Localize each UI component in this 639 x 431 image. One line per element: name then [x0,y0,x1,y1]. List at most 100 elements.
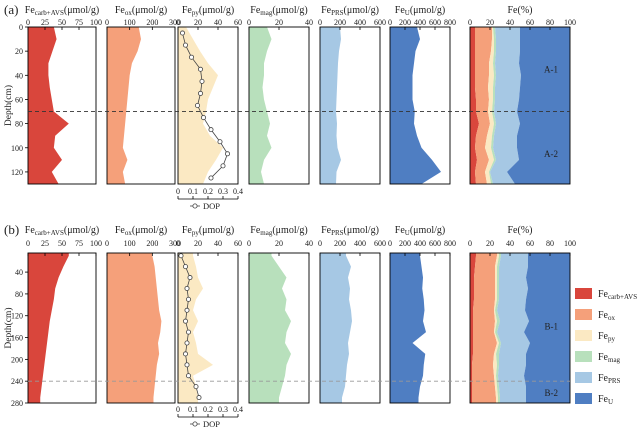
x-tick-label: 400 [354,18,366,27]
y-tick-label: 60 [15,95,23,104]
zone-label: B-1 [545,322,559,332]
dop-tick-label: 0.3 [218,187,228,196]
dop-point [187,275,193,281]
subplot-frame [106,252,176,404]
x-tick-label: 400 [414,18,426,27]
legend-label-mag: Femag [598,352,621,364]
area-fe-carb [28,27,69,184]
x-tick-label: 200 [146,18,158,27]
dop-tick-label: 0 [176,405,180,414]
x-tick-label: 60 [526,18,534,27]
dop-point [182,264,188,270]
y-tick-label: 280 [11,399,23,408]
x-tick-label: 25 [41,18,49,27]
x-tick-label: 0 [468,239,472,248]
zone-label: A-2 [544,149,558,159]
x-tick-label: 40 [506,239,514,248]
x-tick-label: 200 [334,18,346,27]
x-tick-label: 20 [275,18,283,27]
x-tick-label: 400 [354,239,366,248]
legend-label-u: FeU [598,394,613,406]
x-tick-label: 40 [305,239,313,248]
y-tick-label: 80 [15,290,23,299]
y-axis-label: Depth(cm) [3,307,14,348]
y-tick-label: 120 [11,168,23,177]
legend-swatch-carb+avs [575,288,592,299]
x-tick-label: 20 [275,239,283,248]
x-tick-label: 100 [90,18,102,27]
y-tick-label: 200 [11,355,23,364]
x-tick-label: 40 [214,239,222,248]
x-tick-label: 0 [105,18,109,27]
x-tick-label: 100 [90,239,102,248]
x-tick-label: 80 [546,239,554,248]
subplot-title-ox: Feox(μmol/g) [115,5,167,17]
y-tick-label: 40 [15,71,23,80]
x-tick-label: 300 [169,239,181,248]
dop-point [194,103,200,109]
x-tick-label: 600 [429,239,441,248]
legend-swatch-mag [575,351,592,362]
x-tick-label: 75 [75,239,83,248]
dop-point [208,127,214,133]
fe-pct-area-mag [495,253,501,403]
fe-pct-area-prs [490,27,521,184]
legend-swatch-prs [575,372,592,383]
dop-point [185,373,191,379]
subplot-title-mag: Femag(μmol/g) [250,5,307,17]
x-tick-label: 20 [194,18,202,27]
y-tick-label: 100 [11,144,23,153]
dop-point [184,340,190,346]
x-tick-label: 50 [58,18,66,27]
dop-point [185,296,191,302]
x-tick-label: 0 [26,239,30,248]
dop-legend-marker [192,421,198,427]
fe-pct-area-prs [497,253,530,403]
dop-tick-label: 0.4 [233,405,243,414]
dop-point [220,163,226,169]
subplot-title-prs: FePRS(μmol/g) [321,5,379,17]
area-fe-py [178,253,213,403]
x-tick-label: 50 [58,239,66,248]
y-tick-label: 40 [15,268,23,277]
subplot-frame [469,252,571,404]
x-tick-label: 20 [194,239,202,248]
subplot-title-carb: Fecarb+AVS(μmol/g) [25,225,99,237]
x-tick-label: 60 [234,239,242,248]
y-tick-label: 80 [15,120,23,129]
subplot-title-pct: Fe(%) [508,225,533,236]
area-fe-prs [320,27,341,184]
x-tick-label: 0 [468,18,472,27]
x-tick-label: 200 [399,239,411,248]
x-tick-label: 800 [444,18,456,27]
x-tick-label: 600 [374,239,386,248]
fe-pct-area-py [485,27,494,184]
legend-label-prs: FePRS [598,373,621,385]
x-tick-label: 0 [247,239,251,248]
legend-label-ox: Feox [598,310,616,322]
legend-swatch-py [575,330,592,341]
dop-point [185,329,191,335]
dop-point [182,351,188,357]
legend-swatch-ox [575,309,592,320]
x-tick-label: 600 [429,18,441,27]
x-tick-label: 0 [176,239,180,248]
x-tick-label: 40 [305,18,313,27]
subplot-title-u: FeU(μmol/g) [395,225,445,237]
dop-legend-label: DOP [203,419,220,429]
dop-point [188,54,194,60]
y-axis-label: Depth(cm) [3,85,14,126]
dop-legend-marker [192,203,198,209]
x-tick-label: 20 [486,18,494,27]
fe-pct-area-u [524,253,570,403]
legend: Fecarb+AVS Feox Fepy Femag FePRS FeU [575,288,637,406]
dop-point [197,66,203,72]
x-tick-label: 200 [146,239,158,248]
x-tick-label: 60 [234,18,242,27]
zone-label: B-2 [545,388,559,398]
fe-pct-area-ox [475,27,492,184]
subplot-frame [177,252,239,404]
legend-swatch-u [575,393,592,404]
subplot-title-pct: Fe(%) [508,5,533,16]
